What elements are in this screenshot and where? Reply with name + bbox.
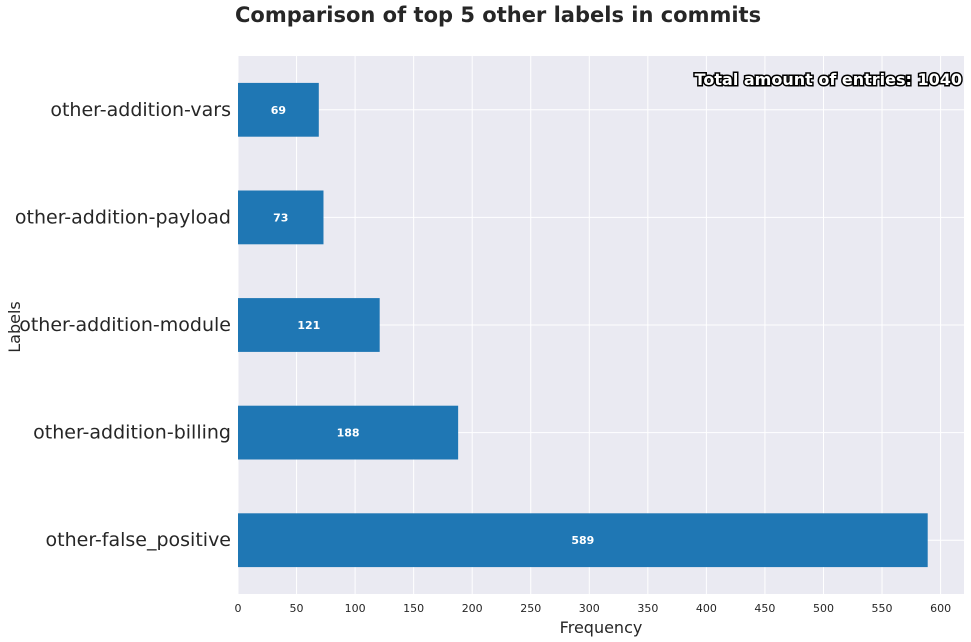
- y-axis-label: Labels: [5, 301, 24, 353]
- x-axis-label: Frequency: [560, 618, 643, 637]
- x-tick-label: 150: [403, 602, 424, 615]
- bar-value-label: 73: [273, 211, 288, 224]
- category-label: other-addition-module: [19, 314, 231, 336]
- x-tick-label: 200: [462, 602, 483, 615]
- x-tick-label: 300: [579, 602, 600, 615]
- bar-other-addition-vars: [238, 82, 319, 137]
- bars: [238, 82, 928, 568]
- bar-value-labels: 589 188 121 73 69: [271, 104, 595, 547]
- x-tick-label: 350: [637, 602, 658, 615]
- chart-title: Comparison of top 5 other labels in comm…: [235, 3, 761, 27]
- bar-other-addition-payload: [238, 190, 324, 245]
- x-tick-label: 600: [930, 602, 951, 615]
- category-label: other-addition-vars: [50, 99, 231, 121]
- bar-other-addition-billing: [238, 405, 459, 460]
- x-tick-label: 400: [696, 602, 717, 615]
- bar-value-label: 589: [571, 534, 594, 547]
- x-tick-label: 450: [754, 602, 775, 615]
- x-tick-label: 500: [813, 602, 834, 615]
- x-tick-label: 100: [345, 602, 366, 615]
- bar-value-label: 69: [271, 104, 286, 117]
- x-tick-label: 550: [872, 602, 893, 615]
- bar-value-label: 188: [337, 427, 360, 440]
- bar-other-false_positive: [238, 513, 928, 568]
- x-tick-labels: 0 50 100 150 200 250 300 350 400 450 500 550 600: [235, 602, 952, 615]
- x-tick-label: 50: [290, 602, 304, 615]
- category-label: other-false_positive: [46, 529, 231, 551]
- bar-value-label: 121: [297, 319, 320, 332]
- x-tick-label: 250: [520, 602, 541, 615]
- x-tick-label: 0: [235, 602, 242, 615]
- bar-other-addition-module: [238, 298, 380, 352]
- total-entries-annotation: Total amount of entries: 1040: [695, 70, 962, 89]
- category-label: other-addition-billing: [33, 422, 231, 444]
- category-label: other-addition-payload: [15, 206, 231, 228]
- category-labels: other-false_positive other-addition-billi…: [15, 99, 231, 551]
